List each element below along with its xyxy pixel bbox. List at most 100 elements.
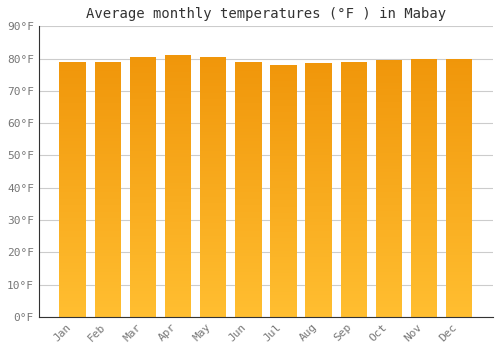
Bar [376,137,402,140]
Bar [411,159,438,162]
Bar [60,71,86,75]
Bar [165,65,191,68]
Bar [446,123,472,126]
Bar [411,214,438,217]
Bar [446,265,472,268]
Bar [235,231,262,234]
Bar [165,118,191,121]
Bar [306,165,332,168]
Bar [235,199,262,202]
Bar [270,197,296,200]
Bar [306,304,332,307]
Bar [60,288,86,291]
Bar [340,224,367,228]
Bar [165,271,191,274]
Bar [306,216,332,219]
Bar [94,170,121,173]
Bar [376,250,402,253]
Bar [270,144,296,147]
Bar [306,193,332,196]
Bar [200,226,226,229]
Bar [130,184,156,187]
Bar [130,161,156,164]
Bar [340,148,367,151]
Bar [306,298,332,301]
Bar [340,301,367,304]
Bar [60,65,86,68]
Bar [270,225,296,229]
Bar [446,113,472,117]
Bar [411,136,438,139]
Bar [270,65,296,68]
Bar [130,63,156,67]
Bar [60,272,86,275]
Bar [270,304,296,307]
Bar [200,86,226,90]
Bar [306,209,332,212]
Bar [165,300,191,304]
Bar [94,294,121,298]
Bar [94,275,121,279]
Bar [411,278,438,281]
Bar [235,218,262,221]
Bar [200,90,226,93]
Bar [200,125,226,128]
Bar [306,152,332,155]
Bar [446,75,472,78]
Bar [270,238,296,241]
Bar [446,285,472,288]
Bar [411,78,438,81]
Bar [270,188,296,191]
Bar [200,216,226,219]
Bar [235,269,262,272]
Bar [130,248,156,252]
Bar [235,304,262,307]
Bar [130,314,156,317]
Bar [200,236,226,239]
Bar [340,310,367,314]
Bar [270,301,296,304]
Bar [411,110,438,113]
Bar [446,184,472,188]
Bar [130,239,156,242]
Bar [235,170,262,173]
Bar [165,82,191,85]
Bar [235,291,262,294]
Bar [60,279,86,282]
Bar [60,116,86,119]
Bar [411,233,438,236]
Bar [446,175,472,178]
Bar [235,71,262,75]
Bar [306,206,332,209]
Bar [165,235,191,238]
Bar [130,288,156,291]
Bar [306,85,332,89]
Bar [130,265,156,268]
Bar [60,62,86,65]
Bar [411,230,438,233]
Bar [270,172,296,175]
Bar [411,217,438,220]
Bar [130,145,156,148]
Bar [340,183,367,186]
Bar [130,193,156,197]
Bar [235,62,262,65]
Bar [306,89,332,92]
Bar [446,188,472,191]
Bar [306,244,332,247]
Bar [340,199,367,202]
Bar [94,129,121,132]
Bar [130,271,156,275]
Bar [376,214,402,217]
Bar [60,97,86,100]
Bar [376,272,402,275]
Bar [270,68,296,71]
Bar [200,197,226,200]
Bar [270,222,296,225]
Bar [60,110,86,113]
Bar [200,158,226,161]
Bar [165,160,191,163]
Bar [411,172,438,175]
Bar [165,248,191,251]
Bar [165,265,191,268]
